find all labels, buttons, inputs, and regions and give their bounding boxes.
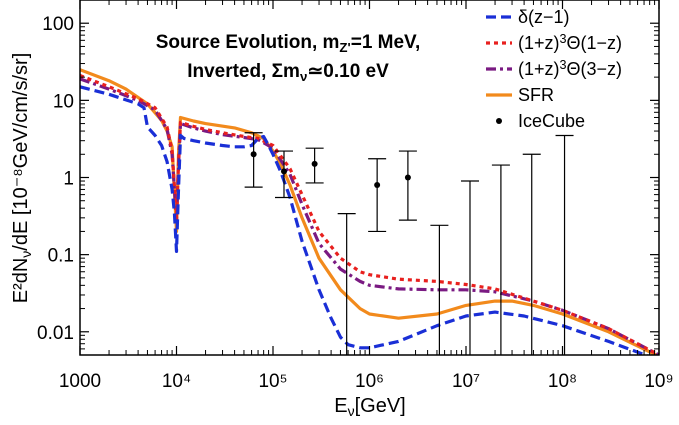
legend-label: δ(z−1) bbox=[518, 7, 570, 27]
x-axis-title: Eν[GeV] bbox=[334, 395, 405, 419]
x-tick-label: 10⁵ bbox=[258, 371, 287, 392]
x-tick-label: 10⁴ bbox=[162, 371, 191, 392]
chart-title: Source Evolution, mZ'=1 MeV, bbox=[156, 32, 421, 55]
x-tick-label: 10⁶ bbox=[355, 371, 384, 392]
legend-label: (1+z)3Θ(1−z) bbox=[518, 32, 622, 53]
icecube-layer bbox=[244, 132, 574, 355]
icecube-point bbox=[404, 174, 411, 181]
x-tick-label: 10⁸ bbox=[548, 371, 577, 392]
legend-swatch-icecube bbox=[496, 118, 502, 124]
icecube-point bbox=[374, 181, 381, 188]
legend-label: SFR bbox=[518, 85, 554, 105]
chart-subtitle: Inverted, Σmν≃0.10 eV bbox=[187, 61, 389, 84]
legend-label: IceCube bbox=[518, 111, 585, 131]
x-tick-label: 10⁹ bbox=[644, 371, 673, 392]
y-tick-label: 0.01 bbox=[37, 323, 74, 344]
icecube-point bbox=[280, 168, 287, 175]
y-tick-label: 1 bbox=[63, 169, 74, 190]
y-tick-label: 0.1 bbox=[48, 246, 74, 267]
y-tick-label: 100 bbox=[42, 14, 74, 35]
icecube-point bbox=[250, 151, 257, 158]
legend: δ(z−1) (1+z)3Θ(1−z) (1+z)3Θ(3−z) SFR IceCube bbox=[486, 7, 622, 131]
series-layer bbox=[80, 68, 659, 355]
x-tick-label: 1000 bbox=[59, 371, 101, 392]
icecube-point bbox=[311, 160, 318, 167]
tick-layer: 1000 10⁴ 10⁵ 10⁶ 10⁷ 10⁸ 10⁹ 0.01 0.1 1 10 100 bbox=[37, 0, 674, 392]
y-axis-title: E²dNν/dE [10⁻⁸GeV/cm/s/sr] bbox=[10, 53, 34, 304]
series-line-dotted bbox=[80, 74, 659, 355]
title-box: Source Evolution, mZ'=1 MeV, Inverted, Σ… bbox=[156, 32, 421, 84]
y-tick-label: 10 bbox=[53, 91, 74, 112]
legend-label: (1+z)3Θ(3−z) bbox=[518, 58, 622, 79]
x-tick-label: 10⁷ bbox=[452, 371, 480, 392]
plot-frame bbox=[79, 0, 660, 356]
series-line-dashed bbox=[80, 85, 650, 355]
